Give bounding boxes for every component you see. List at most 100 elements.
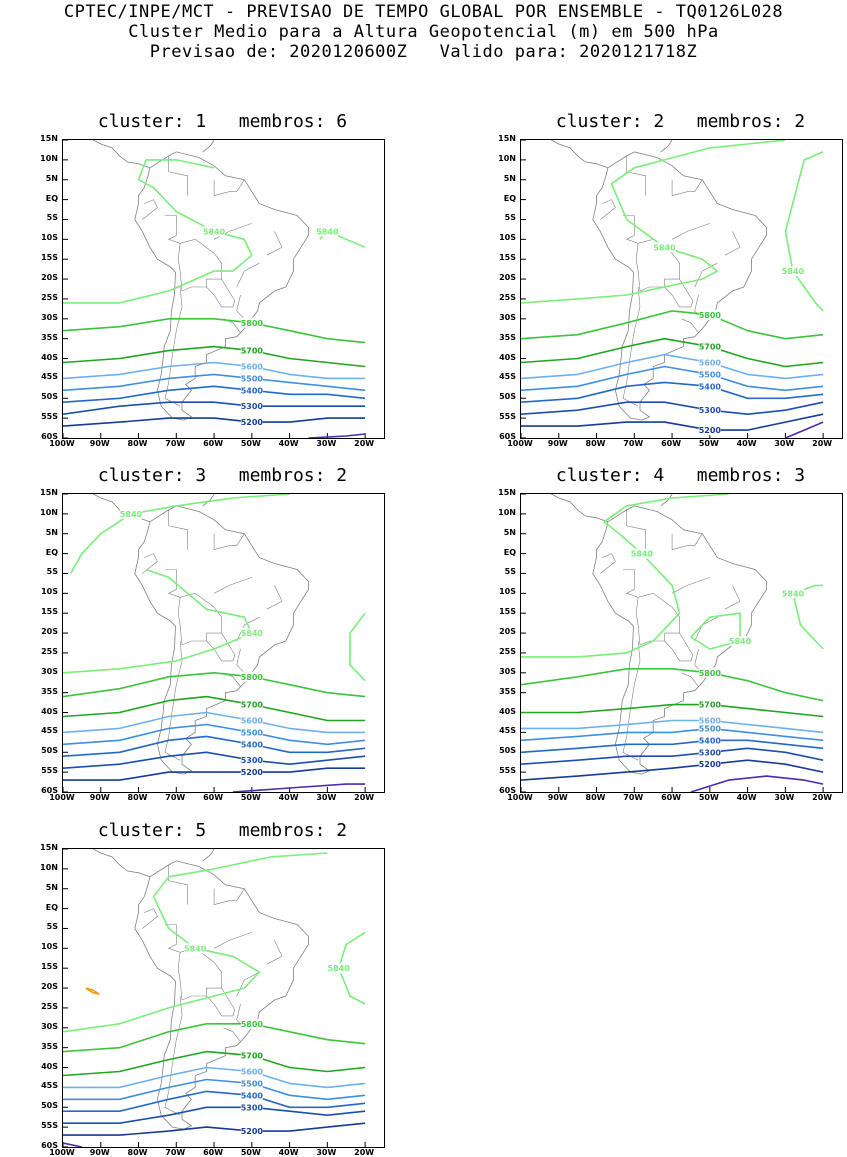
country-border [213,533,245,550]
contour-line-5800 [521,310,824,340]
contour-label-bg [240,715,263,726]
contour-label-bg [240,755,263,766]
lat-tick-label: 60S [41,1141,58,1150]
contour-line-5200 [521,759,824,781]
country-border [623,569,639,598]
country-border [671,223,710,240]
lat-tick-label: 45S [499,726,516,736]
contour-line-5840 [63,852,328,1033]
contour-line-5800 [521,668,824,702]
lat-tick-label: 15N [498,134,516,143]
lat-tick-label: 10S [41,233,58,243]
lat-tick-label: 40S [499,352,516,362]
lat-tick-label: 20S [41,273,58,283]
lat-tick-label: 5S [504,567,516,577]
lat-tick-label: 30S [499,666,516,676]
contour-label: 5700 [699,343,722,352]
contour-label-bg [698,715,721,726]
country-border [626,155,646,196]
contour-label-bg [240,345,263,356]
lat-tick-label: 15N [40,843,58,852]
lat-tick-label: 60S [499,786,516,795]
lat-tick-label: 55S [41,412,58,422]
lon-tick-label: 100W [49,793,75,802]
contour-label: 5840 [184,944,207,953]
coastline [660,140,673,153]
lon-tick-label: 70W [623,793,644,802]
country-border [600,199,616,220]
country-border [236,262,260,288]
contour-label: 5300 [241,402,264,411]
lat-tick-label: 10S [499,233,516,243]
lon-tick-label: 40W [278,1148,299,1157]
lat-tick-label: 40S [41,352,58,362]
contour-line-5200 [63,1122,366,1136]
contour-line-5840 [63,568,253,674]
lon-tick-label: 80W [127,793,148,802]
contour-label-bg [698,735,721,746]
contour-line-5700 [63,345,366,368]
lat-tick-label: 5S [504,213,516,223]
contour-label-bg [240,1018,263,1029]
country-border [168,864,188,905]
contour-line-5500 [521,727,824,742]
lat-tick-label: 50S [41,746,58,756]
contour-line-5800 [63,318,366,344]
map-panel: 5840 5840 5800 5700 5600 5500 5400 5300 5200 [62,139,385,439]
contour-line-5600 [521,353,824,380]
contour-label: 5840 [328,964,351,973]
lat-tick-label: 25S [41,292,58,302]
contour-line-5840 [69,494,290,574]
lat-tick-label: EQ [45,193,58,203]
lat-tick-label: 55S [499,766,516,776]
contour-line-5840 [521,494,729,658]
country-border [206,632,236,662]
contour-label-bg [240,361,263,372]
contour-label-bg [240,699,263,710]
lat-tick-label: 55S [41,766,58,776]
country-border [206,987,236,1017]
continent-coastline [134,151,309,421]
country-border [165,569,181,598]
continent-coastline [592,151,767,421]
country-border [664,278,694,308]
lat-tick-label: 10N [40,507,58,517]
contour-line-5100 [785,421,824,438]
contour-label: 5700 [241,347,264,356]
contour-line-5100 [690,775,824,792]
lat-tick-label: 15N [498,488,516,497]
lon-tick-label: 100W [507,439,533,448]
country-border [664,632,694,662]
map-panel: 5840 5840 5800 5700 5600 5500 5400 5300 5200 [520,139,843,439]
panel-title: cluster: 3 membros: 2 [97,465,348,486]
contour-label-bg [203,226,226,237]
country-border [142,553,158,574]
lat-tick-label: 35S [41,1041,58,1051]
lon-tick-label: 100W [507,793,533,802]
contour-label-bg [240,1078,263,1089]
contour-line-5840 [63,159,253,304]
lat-tick-label: 10N [40,153,58,163]
lat-tick-label: 60S [41,432,58,441]
contour-line-5400 [63,735,366,757]
contour-line-5100 [308,433,366,438]
lon-tick-label: 90W [89,793,110,802]
country-border [681,672,699,687]
coastline [93,849,151,878]
coastline [551,494,609,523]
lat-tick-label: 10S [41,587,58,597]
coastline [202,140,215,153]
contour-label: 5500 [241,1079,264,1088]
lat-tick-label: EQ [45,547,58,557]
contour-line-5300 [521,747,824,765]
contour-line-5600 [63,1066,366,1089]
lat-tick-label: 5S [46,922,58,932]
lon-tick-label: 80W [127,439,148,448]
header-line-2: Cluster Medio para a Altura Geopotencial… [128,22,719,42]
lat-tick-label: 5N [503,173,516,183]
contour-line-5300 [63,1106,366,1124]
contour-line-5400 [521,381,824,403]
contour-line-5200 [521,413,824,431]
contour-line-5100 [232,783,366,792]
header-line-3: Previsao de: 2020120600Z Valido para: 20… [149,42,698,62]
